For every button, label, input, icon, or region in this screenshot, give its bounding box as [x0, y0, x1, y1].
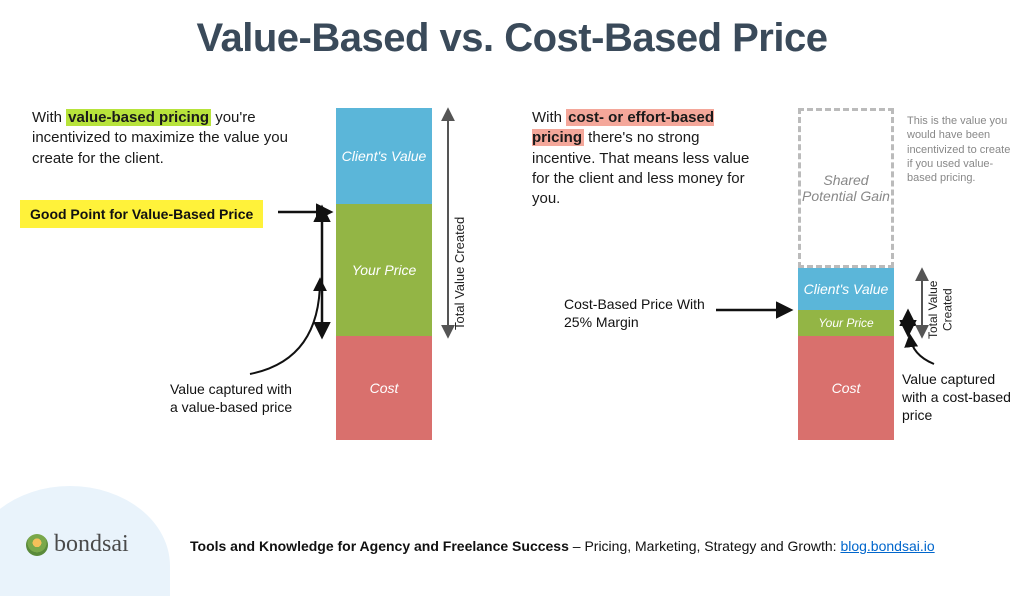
left-caption: Value captured with a value-based price: [170, 380, 300, 416]
brand-name: bondsai: [54, 531, 129, 558]
potential-note: This is the value you would have been in…: [907, 114, 1017, 185]
bar-segment: Your Price: [336, 204, 432, 336]
right-total-value-label: Total Value Created: [926, 275, 955, 345]
right-body: With cost- or effort-based pricing there…: [532, 108, 764, 209]
brand-logo: bondsai: [26, 531, 129, 558]
right-caption: Value captured with a cost-based price: [902, 370, 1017, 425]
highlight-value-based: value-based pricing: [66, 109, 211, 126]
bar-segment: Cost: [336, 336, 432, 440]
shared-potential-gain: Shared Potential Gain: [798, 108, 894, 268]
bar-segment: Cost: [798, 336, 894, 440]
left-bar: Client's ValueYour PriceCost: [336, 108, 432, 440]
bar-segment: Client's Value: [336, 108, 432, 204]
footer: bondsai Tools and Knowledge for Agency a…: [0, 508, 1024, 576]
good-point-callout: Good Point for Value-Based Price: [20, 200, 263, 228]
footer-link[interactable]: blog.bondsai.io: [840, 538, 934, 554]
bar-segment: Client's Value: [798, 268, 894, 310]
bar-segment: Your Price: [798, 310, 894, 336]
right-panel: With cost- or effort-based pricing there…: [512, 100, 1024, 480]
right-bar: Shared Potential GainClient's ValueYour …: [798, 108, 894, 440]
left-panel: With value-based pricing you're incentiv…: [0, 100, 512, 480]
left-body: With value-based pricing you're incentiv…: [32, 108, 322, 169]
footer-text: Tools and Knowledge for Agency and Freel…: [190, 538, 935, 554]
tree-icon: [26, 534, 48, 556]
page-title: Value-Based vs. Cost-Based Price: [0, 0, 1024, 61]
cost-price-label: Cost-Based Price With 25% Margin: [564, 295, 714, 331]
left-total-value-label: Total Value Created: [452, 160, 467, 330]
